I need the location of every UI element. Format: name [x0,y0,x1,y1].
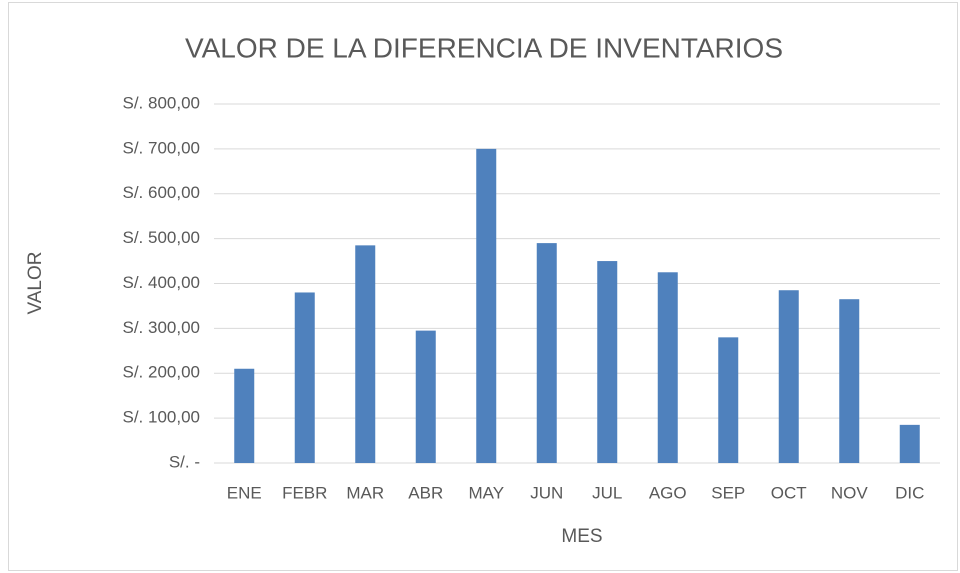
bar [355,245,376,463]
x-tick-label: OCT [771,483,807,502]
x-tick-label: DIC [895,483,924,502]
y-tick-label: S/. 300,00 [122,318,200,337]
chart-title: VALOR DE LA DIFERENCIA DE INVENTARIOS [185,32,783,63]
x-axis-label: MES [561,526,602,547]
x-tick-label: JUL [592,483,622,502]
bar [476,148,497,463]
bar [294,292,315,463]
bar [657,272,678,463]
bar [597,261,618,463]
x-tick-label: FEBR [282,483,327,502]
x-tick-label: JUN [530,483,563,502]
bar [839,299,860,463]
bar [778,290,799,463]
x-tick-label: ENE [227,483,262,502]
bar [899,424,920,463]
y-tick-label: S/. 400,00 [122,273,200,292]
y-tick-label: S/. - [169,452,200,471]
y-axis-label: VALOR [25,251,46,314]
bar [536,243,557,463]
y-tick-label: S/. 700,00 [122,138,200,157]
bar [718,337,739,463]
x-tick-label: SEP [711,483,745,502]
y-tick-label: S/. 600,00 [122,183,200,202]
y-tick-label: S/. 500,00 [122,228,200,247]
bar [234,368,255,463]
bar [415,330,436,463]
y-tick-label: S/. 100,00 [122,408,200,427]
x-tick-label: AGO [649,483,687,502]
x-tick-label: MAY [468,483,504,502]
y-tick-label: S/. 800,00 [122,93,200,112]
x-tick-label: ABR [408,483,443,502]
x-tick-label: NOV [831,483,869,502]
y-tick-label: S/. 200,00 [122,363,200,382]
x-tick-label: MAR [346,483,384,502]
